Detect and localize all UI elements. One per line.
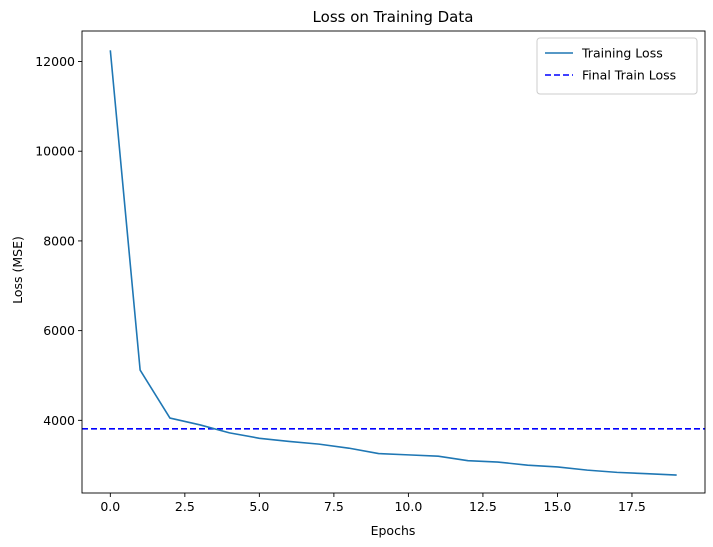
legend-label: Training Loss — [581, 46, 663, 61]
series-line-training-loss — [109, 50, 677, 476]
x-tick-label: 5.0 — [249, 499, 269, 514]
plot-area — [81, 30, 706, 494]
x-tick-label: 17.5 — [618, 499, 646, 514]
y-axis-title: Loss (MSE) — [10, 236, 25, 304]
x-tick-label: 15.0 — [544, 499, 572, 514]
x-tick-label: 10.0 — [394, 499, 422, 514]
legend-label: Final Train Loss — [582, 68, 676, 83]
plot-background — [82, 31, 705, 493]
x-tick-label: 7.5 — [324, 499, 344, 514]
axes-frame — [81, 30, 706, 494]
y-tick-label: 12000 — [35, 54, 75, 69]
y-tick-label: 8000 — [43, 233, 75, 248]
plot-marks — [82, 50, 705, 476]
y-tick-label: 4000 — [43, 413, 75, 428]
y-tick-label: 10000 — [35, 144, 75, 159]
x-tick-label: 12.5 — [469, 499, 497, 514]
x-axis-title: Epochs — [371, 523, 416, 538]
x-tick-label: 0.0 — [100, 499, 120, 514]
legend-box — [536, 37, 698, 95]
y-axis: 4000 6000 8000 10000 12000 — [35, 54, 82, 428]
y-tick-label: 6000 — [43, 323, 75, 338]
chart-title: Loss on Training Data — [313, 8, 474, 26]
x-tick-label: 2.5 — [175, 499, 195, 514]
legend: Training Loss Final Train Loss — [536, 37, 698, 95]
x-axis: 0.0 2.5 5.0 7.5 10.0 12.5 15.0 17.5 — [100, 493, 646, 514]
